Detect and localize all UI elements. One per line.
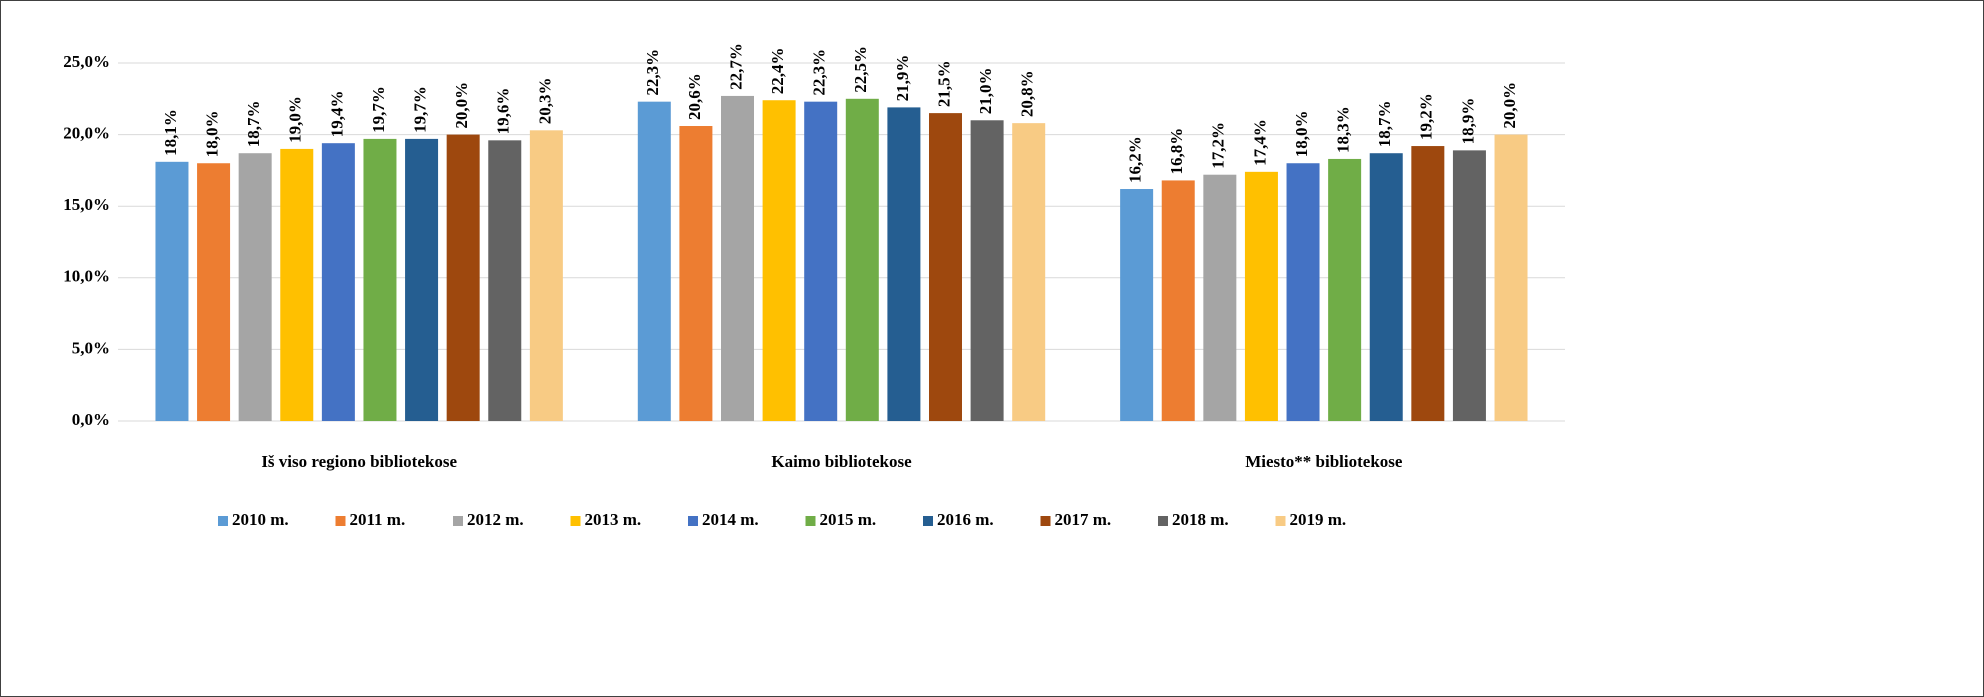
- bar: [970, 120, 1004, 421]
- data-label: 22,3%: [810, 49, 829, 96]
- data-label: 20,6%: [685, 73, 704, 120]
- y-tick-label: 0,0%: [72, 410, 110, 429]
- bar: [1411, 146, 1445, 421]
- x-tick-label: Miesto** bibliotekose: [1245, 452, 1403, 471]
- data-label: 20,0%: [452, 82, 471, 129]
- legend-swatch: [1158, 516, 1168, 526]
- data-label: 22,7%: [726, 43, 745, 90]
- data-label: 18,1%: [161, 109, 180, 156]
- bar: [197, 163, 231, 422]
- y-tick-label: 25,0%: [63, 52, 110, 71]
- bar: [280, 148, 314, 422]
- data-label: 22,4%: [768, 47, 787, 94]
- bar: [679, 126, 713, 422]
- legend-swatch: [688, 516, 698, 526]
- bar: [762, 100, 796, 422]
- y-tick-label: 20,0%: [63, 124, 110, 143]
- legend-label: 2014 m.: [702, 510, 759, 529]
- data-label: 19,4%: [327, 90, 346, 137]
- data-label: 20,8%: [1018, 70, 1037, 117]
- bar: [488, 140, 522, 421]
- bar: [1286, 163, 1320, 422]
- legend-label: 2016 m.: [937, 510, 994, 529]
- bar: [529, 130, 563, 421]
- data-label: 19,2%: [1417, 93, 1436, 140]
- bar: [1161, 180, 1195, 421]
- bar: [363, 138, 397, 421]
- data-label: 21,9%: [893, 55, 912, 102]
- bar: [238, 153, 272, 421]
- bar: [1452, 150, 1486, 422]
- data-label: 22,3%: [643, 49, 662, 96]
- data-label: 19,7%: [369, 86, 388, 133]
- bar: [1328, 158, 1362, 421]
- legend-swatch: [218, 516, 228, 526]
- data-label: 18,9%: [1458, 98, 1477, 145]
- data-label: 19,0%: [286, 96, 305, 143]
- bar: [1120, 189, 1154, 421]
- legend-label: 2018 m.: [1172, 510, 1229, 529]
- legend-label: 2013 m.: [585, 510, 642, 529]
- legend-label: 2017 m.: [1055, 510, 1112, 529]
- data-label: 22,5%: [851, 46, 870, 93]
- data-label: 18,0%: [1292, 110, 1311, 157]
- data-label: 18,7%: [244, 100, 263, 147]
- bar: [155, 161, 189, 422]
- y-tick-label: 5,0%: [72, 338, 110, 357]
- legend-label: 2015 m.: [820, 510, 877, 529]
- data-label: 16,2%: [1126, 136, 1145, 183]
- bar: [1494, 134, 1528, 421]
- bar: [1203, 174, 1237, 421]
- legend-label: 2011 m.: [350, 510, 406, 529]
- legend-label: 2012 m.: [467, 510, 524, 529]
- data-label: 17,4%: [1250, 119, 1269, 166]
- legend-label: 2010 m.: [232, 510, 289, 529]
- legend-swatch: [335, 516, 346, 526]
- data-label: 16,8%: [1167, 128, 1186, 175]
- bar: [637, 101, 671, 421]
- y-tick-label: 10,0%: [63, 267, 110, 286]
- data-label: 19,7%: [410, 86, 429, 133]
- legend-swatch: [1275, 516, 1286, 526]
- x-tick-label: Iš viso regiono bibliotekose: [261, 452, 457, 471]
- legend-swatch: [1040, 516, 1051, 526]
- data-label: 21,5%: [934, 60, 953, 107]
- data-label: 21,0%: [976, 68, 995, 115]
- data-label: 20,3%: [535, 78, 554, 125]
- legend-swatch: [453, 516, 463, 526]
- legend-swatch: [923, 516, 933, 526]
- x-tick-label: Kaimo bibliotekose: [771, 452, 912, 471]
- bar: [929, 113, 962, 422]
- data-label: 20,0%: [1500, 82, 1519, 129]
- legend-label: 2019 m.: [1290, 510, 1347, 529]
- bar: [1244, 171, 1278, 421]
- bar: [721, 95, 754, 421]
- data-label: 19,6%: [494, 88, 513, 135]
- bar: [1369, 153, 1403, 421]
- data-label: 18,0%: [202, 110, 221, 157]
- legend-swatch: [570, 516, 581, 526]
- data-label: 17,2%: [1209, 122, 1228, 169]
- bar: [446, 134, 480, 421]
- bar: [1012, 123, 1046, 422]
- y-tick-label: 15,0%: [63, 195, 110, 214]
- bar: [804, 101, 838, 421]
- legend-swatch: [805, 516, 816, 526]
- bar: [405, 138, 439, 421]
- data-label: 18,3%: [1334, 106, 1353, 153]
- bar: [845, 98, 879, 422]
- bar: [887, 107, 921, 421]
- bar: [321, 143, 355, 421]
- data-label: 18,7%: [1375, 100, 1394, 147]
